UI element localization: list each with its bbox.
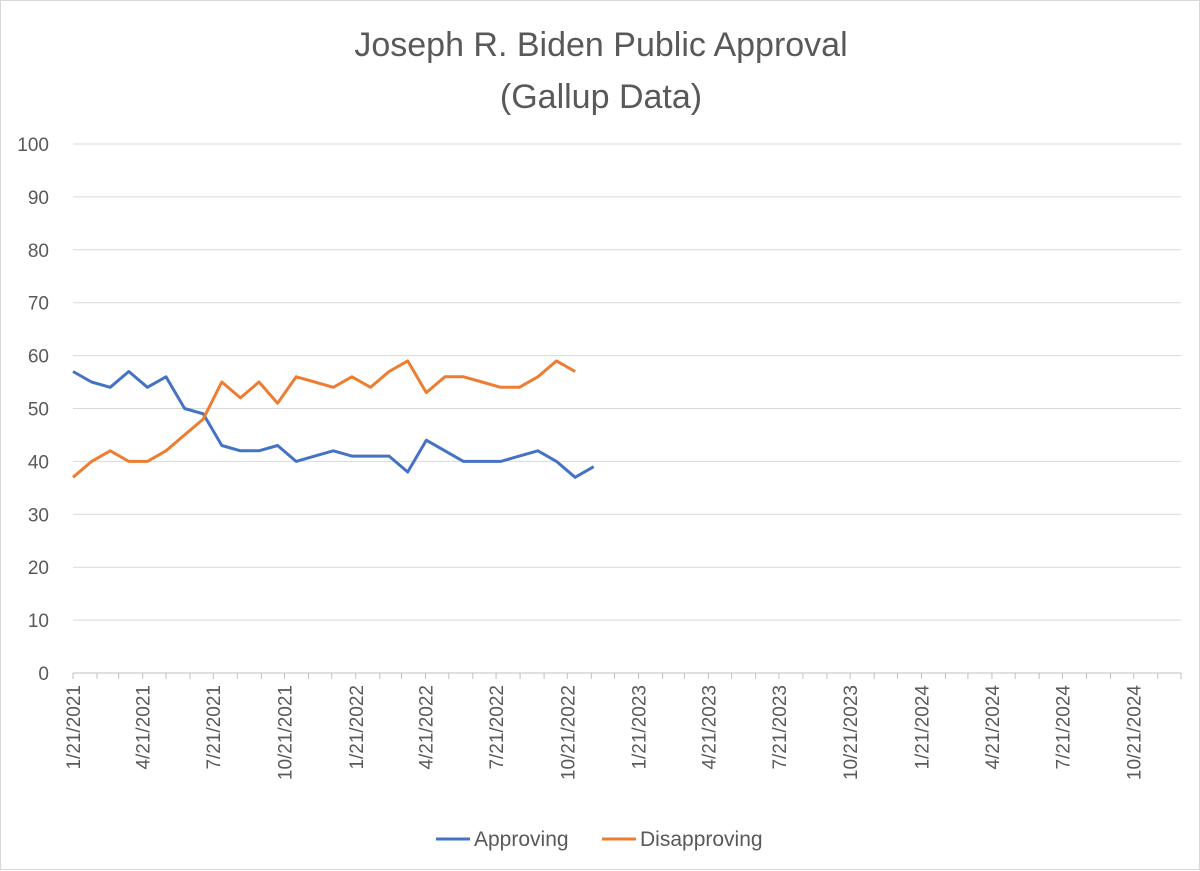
y-tick-label: 90 bbox=[28, 188, 49, 209]
y-tick-label: 20 bbox=[28, 558, 49, 579]
x-tick-label: 7/21/2021 bbox=[204, 685, 225, 770]
y-axis: 0 10 20 30 40 50 60 70 80 90 100 bbox=[17, 135, 49, 685]
x-tick-label: 10/21/2021 bbox=[276, 685, 297, 780]
y-tick-label: 0 bbox=[38, 664, 49, 685]
x-tick-label: 4/21/2024 bbox=[983, 685, 1004, 770]
x-tick-label: 1/21/2023 bbox=[630, 685, 651, 770]
x-tick-label: 7/21/2024 bbox=[1053, 685, 1074, 770]
series-line-approving bbox=[72, 370, 595, 479]
x-tick-label: 10/21/2023 bbox=[841, 685, 862, 780]
legend: Approving Disapproving bbox=[436, 828, 763, 851]
x-tick-label: 1/21/2021 bbox=[64, 685, 85, 770]
x-tick-label: 1/21/2024 bbox=[912, 685, 933, 770]
series-line-disapproving bbox=[72, 359, 576, 479]
x-tick-label: 10/21/2022 bbox=[558, 685, 579, 780]
y-tick-label: 100 bbox=[17, 135, 49, 156]
y-tick-label: 40 bbox=[28, 452, 49, 473]
x-tick-label: 7/21/2022 bbox=[487, 685, 508, 770]
gridlines bbox=[73, 143, 1181, 621]
x-tick-label: 7/21/2023 bbox=[770, 685, 791, 770]
legend-label: Disapproving bbox=[640, 828, 763, 851]
x-tick-label: 4/21/2021 bbox=[134, 685, 155, 770]
x-tick-label: 4/21/2022 bbox=[417, 685, 438, 770]
y-tick-label: 30 bbox=[28, 505, 49, 526]
y-tick-label: 70 bbox=[28, 294, 49, 315]
chart-subtitle: (Gallup Data) bbox=[500, 78, 702, 116]
chart-title: Joseph R. Biden Public Approval bbox=[354, 26, 847, 64]
series-lines bbox=[72, 359, 595, 479]
y-tick-label: 50 bbox=[28, 400, 49, 421]
x-tick-label: 10/21/2024 bbox=[1125, 685, 1146, 781]
y-tick-label: 10 bbox=[28, 611, 49, 632]
x-tick-label: 4/21/2023 bbox=[699, 685, 720, 770]
legend-label: Approving bbox=[474, 828, 569, 851]
y-tick-label: 60 bbox=[28, 347, 49, 368]
x-axis: 1/21/2021 4/21/2021 7/21/2021 10/21/2021 1/2… bbox=[64, 672, 1182, 781]
x-tick-label: 1/21/2022 bbox=[347, 685, 368, 770]
y-tick-label: 80 bbox=[28, 241, 49, 262]
